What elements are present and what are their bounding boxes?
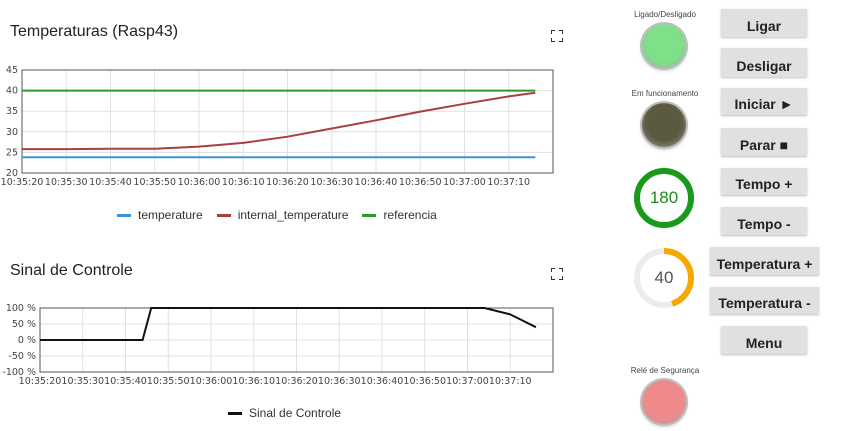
legend-item[interactable]: temperature	[117, 208, 203, 222]
x-tick-label: 10:36:00	[190, 376, 233, 387]
tempo-menos-button[interactable]: Tempo -	[721, 207, 807, 235]
x-tick-label: 10:36:10	[222, 177, 265, 188]
x-tick-label: 10:36:50	[403, 376, 446, 387]
legend-swatch	[216, 213, 231, 217]
control-signal-chart-title: Sinal de Controle	[10, 262, 133, 279]
x-tick-label: 10:37:00	[443, 177, 486, 188]
x-tick-label: 10:35:20	[19, 376, 62, 387]
time-gauge-value: 180	[649, 188, 679, 207]
time-gauge: 180	[633, 167, 695, 229]
running-indicator-led	[642, 103, 686, 147]
y-tick-label: 25	[6, 147, 18, 158]
legend-label: temperature	[138, 208, 203, 222]
temperatura-mais-button[interactable]: Temperatura +	[710, 247, 819, 275]
x-tick-label: 10:36:20	[266, 177, 309, 188]
temperature-gauge: 40	[633, 247, 695, 309]
y-tick-label: 100 %	[6, 303, 36, 314]
gauge-arc	[634, 248, 694, 308]
safety-relay-led	[642, 380, 686, 424]
legend-swatch	[362, 213, 377, 217]
x-tick-label: 10:36:00	[178, 177, 221, 188]
series-line-internal-temperature	[22, 91, 536, 151]
fullscreen-icon[interactable]	[551, 268, 563, 280]
y-tick-label: 40	[6, 86, 18, 97]
menu-button[interactable]: Menu	[721, 326, 807, 354]
control-signal-chart-legend: Sinal de Controle	[228, 406, 341, 420]
temperature-gauge-value: 40	[654, 268, 674, 287]
x-tick-label: 10:37:00	[446, 376, 489, 387]
x-tick-label: 10:36:30	[310, 177, 353, 188]
x-tick-label: 10:37:10	[487, 177, 530, 188]
x-tick-label: 10:35:20	[1, 177, 44, 188]
temperature-chart-title: Temperaturas (Rasp43)	[10, 23, 179, 40]
legend-item[interactable]: referencia	[362, 208, 437, 222]
x-tick-label: 10:36:40	[361, 376, 404, 387]
parar-button[interactable]: Parar ■	[721, 128, 807, 156]
y-tick-label: 30	[6, 127, 18, 138]
x-tick-label: 10:35:40	[89, 177, 132, 188]
x-tick-label: 10:37:10	[489, 376, 532, 387]
iniciar-button[interactable]: Iniciar ►	[721, 88, 807, 115]
legend-label: internal_temperature	[237, 208, 349, 222]
fullscreen-icon[interactable]	[551, 30, 563, 42]
tempo-mais-button[interactable]: Tempo +	[721, 168, 807, 195]
running-indicator-label: Em funcionamento	[631, 89, 699, 98]
temperature-chart-legend: temperature internal_temperature referenci…	[117, 208, 437, 222]
legend-swatch	[117, 213, 131, 217]
x-tick-label: 10:35:30	[45, 177, 88, 188]
y-tick-label: 45	[6, 65, 18, 76]
x-tick-label: 10:35:50	[147, 376, 190, 387]
y-tick-label: 0 %	[18, 335, 36, 346]
power-indicator-led	[642, 24, 686, 68]
power-indicator-label: Ligado/Desligado	[634, 10, 696, 19]
legend-label: referencia	[383, 208, 437, 222]
x-tick-label: 10:36:10	[232, 376, 275, 387]
y-tick-label: 50 %	[12, 319, 36, 330]
temperature-chart: 45 40 35 30 25 20 10:35:20 10:35:30 10:35:40 10:3…	[0, 62, 560, 202]
x-tick-label: 10:35:40	[104, 376, 147, 387]
y-tick-label: 20	[6, 168, 18, 179]
y-tick-label: -50 %	[8, 351, 36, 362]
x-tick-label: 10:36:40	[355, 177, 398, 188]
legend-item[interactable]: internal_temperature	[216, 208, 349, 222]
chart-svg: 100 %50 %0 %-50 %-100 %10:35:20 10:35:30 1…	[2, 303, 554, 387]
control-signal-chart: 100 % 50 % 0 % -50 % -100 % 10:35:20 10:35:30 1…	[0, 298, 560, 393]
series-line-sinal-de-controle	[40, 307, 537, 341]
legend-swatch	[228, 411, 242, 415]
y-tick-label: 35	[6, 106, 18, 117]
desligar-button[interactable]: Desligar	[721, 48, 807, 77]
temperatura-menos-button[interactable]: Temperatura -	[710, 287, 819, 314]
legend-item[interactable]: Sinal de Controle	[228, 406, 341, 420]
safety-relay-label: Relé de Segurança	[630, 366, 700, 375]
x-tick-label: 10:35:30	[61, 376, 104, 387]
plot-frame	[21, 69, 554, 174]
x-tick-label: 10:36:20	[275, 376, 318, 387]
legend-label: Sinal de Controle	[249, 406, 342, 420]
x-tick-label: 10:35:50	[133, 177, 176, 188]
gauge-arc	[634, 168, 694, 228]
ligar-button[interactable]: Ligar	[721, 9, 807, 37]
x-tick-label: 10:36:50	[399, 177, 442, 188]
y-tick-label: -100 %	[2, 367, 36, 378]
x-tick-label: 10:36:30	[318, 376, 361, 387]
